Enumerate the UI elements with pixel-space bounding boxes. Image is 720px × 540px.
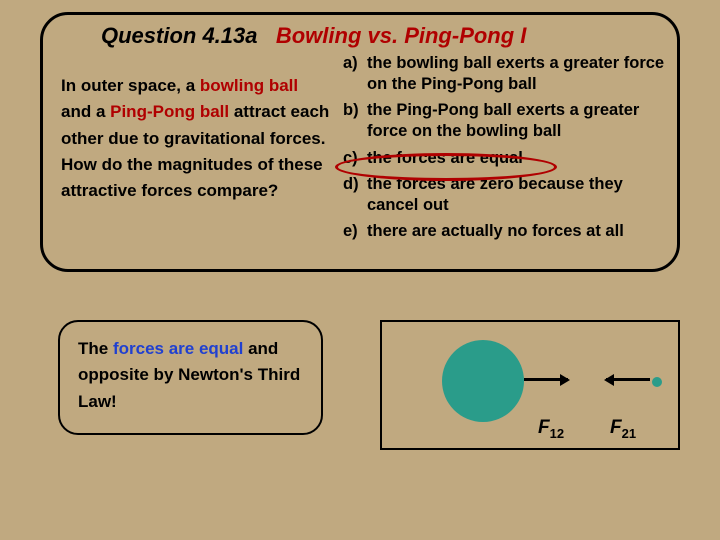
bowling-ball-circle (442, 340, 524, 422)
question-title: Question 4.13a Bowling vs. Ping-Pong I (101, 23, 526, 49)
choice-c-label: c) (343, 148, 367, 169)
answer-highlight: forces are equal (113, 339, 243, 358)
title-right: Bowling vs. Ping-Pong I (276, 23, 527, 48)
prompt-hl-bowling: bowling ball (200, 76, 298, 95)
f12-base: F (538, 417, 550, 438)
choice-b-label: b) (343, 100, 367, 141)
f12-sub: 12 (550, 426, 564, 441)
prompt-pre: In outer space, a (61, 76, 200, 95)
question-box: Question 4.13a Bowling vs. Ping-Pong I I… (40, 12, 680, 272)
explanation-box: The forces are equal and opposite by New… (58, 320, 323, 435)
answer-choices: a) the bowling ball exerts a greater for… (343, 53, 673, 248)
force-arrow-21 (606, 378, 650, 381)
choice-c: c) the forces are equal (343, 148, 673, 169)
choice-a-text: the bowling ball exerts a greater force … (367, 53, 673, 94)
force-diagram: F12 F21 (380, 320, 680, 450)
choice-e-label: e) (343, 221, 367, 242)
choice-d-text: the forces are zero because they cancel … (367, 174, 673, 215)
choice-c-text: the forces are equal (367, 148, 673, 169)
choice-d: d) the forces are zero because they canc… (343, 174, 673, 215)
prompt-mid: and a (61, 102, 110, 121)
pingpong-ball-circle (652, 377, 662, 387)
choice-a-label: a) (343, 53, 367, 94)
choice-b-text: the Ping-Pong ball exerts a greater forc… (367, 100, 673, 141)
choice-b: b) the Ping-Pong ball exerts a greater f… (343, 100, 673, 141)
answer-pre: The (78, 339, 113, 358)
choice-d-label: d) (343, 174, 367, 215)
choice-e: e) there are actually no forces at all (343, 221, 673, 242)
force-label-21: F21 (610, 417, 636, 441)
f21-sub: 21 (622, 426, 636, 441)
title-left: Question 4.13a (101, 23, 258, 48)
choice-e-text: there are actually no forces at all (367, 221, 673, 242)
question-prompt: In outer space, a bowling ball and a Pin… (61, 73, 331, 205)
force-label-12: F12 (538, 417, 564, 441)
force-arrow-12 (524, 378, 568, 381)
f21-base: F (610, 417, 622, 438)
choice-a: a) the bowling ball exerts a greater for… (343, 53, 673, 94)
prompt-hl-pingpong: Ping-Pong ball (110, 102, 229, 121)
